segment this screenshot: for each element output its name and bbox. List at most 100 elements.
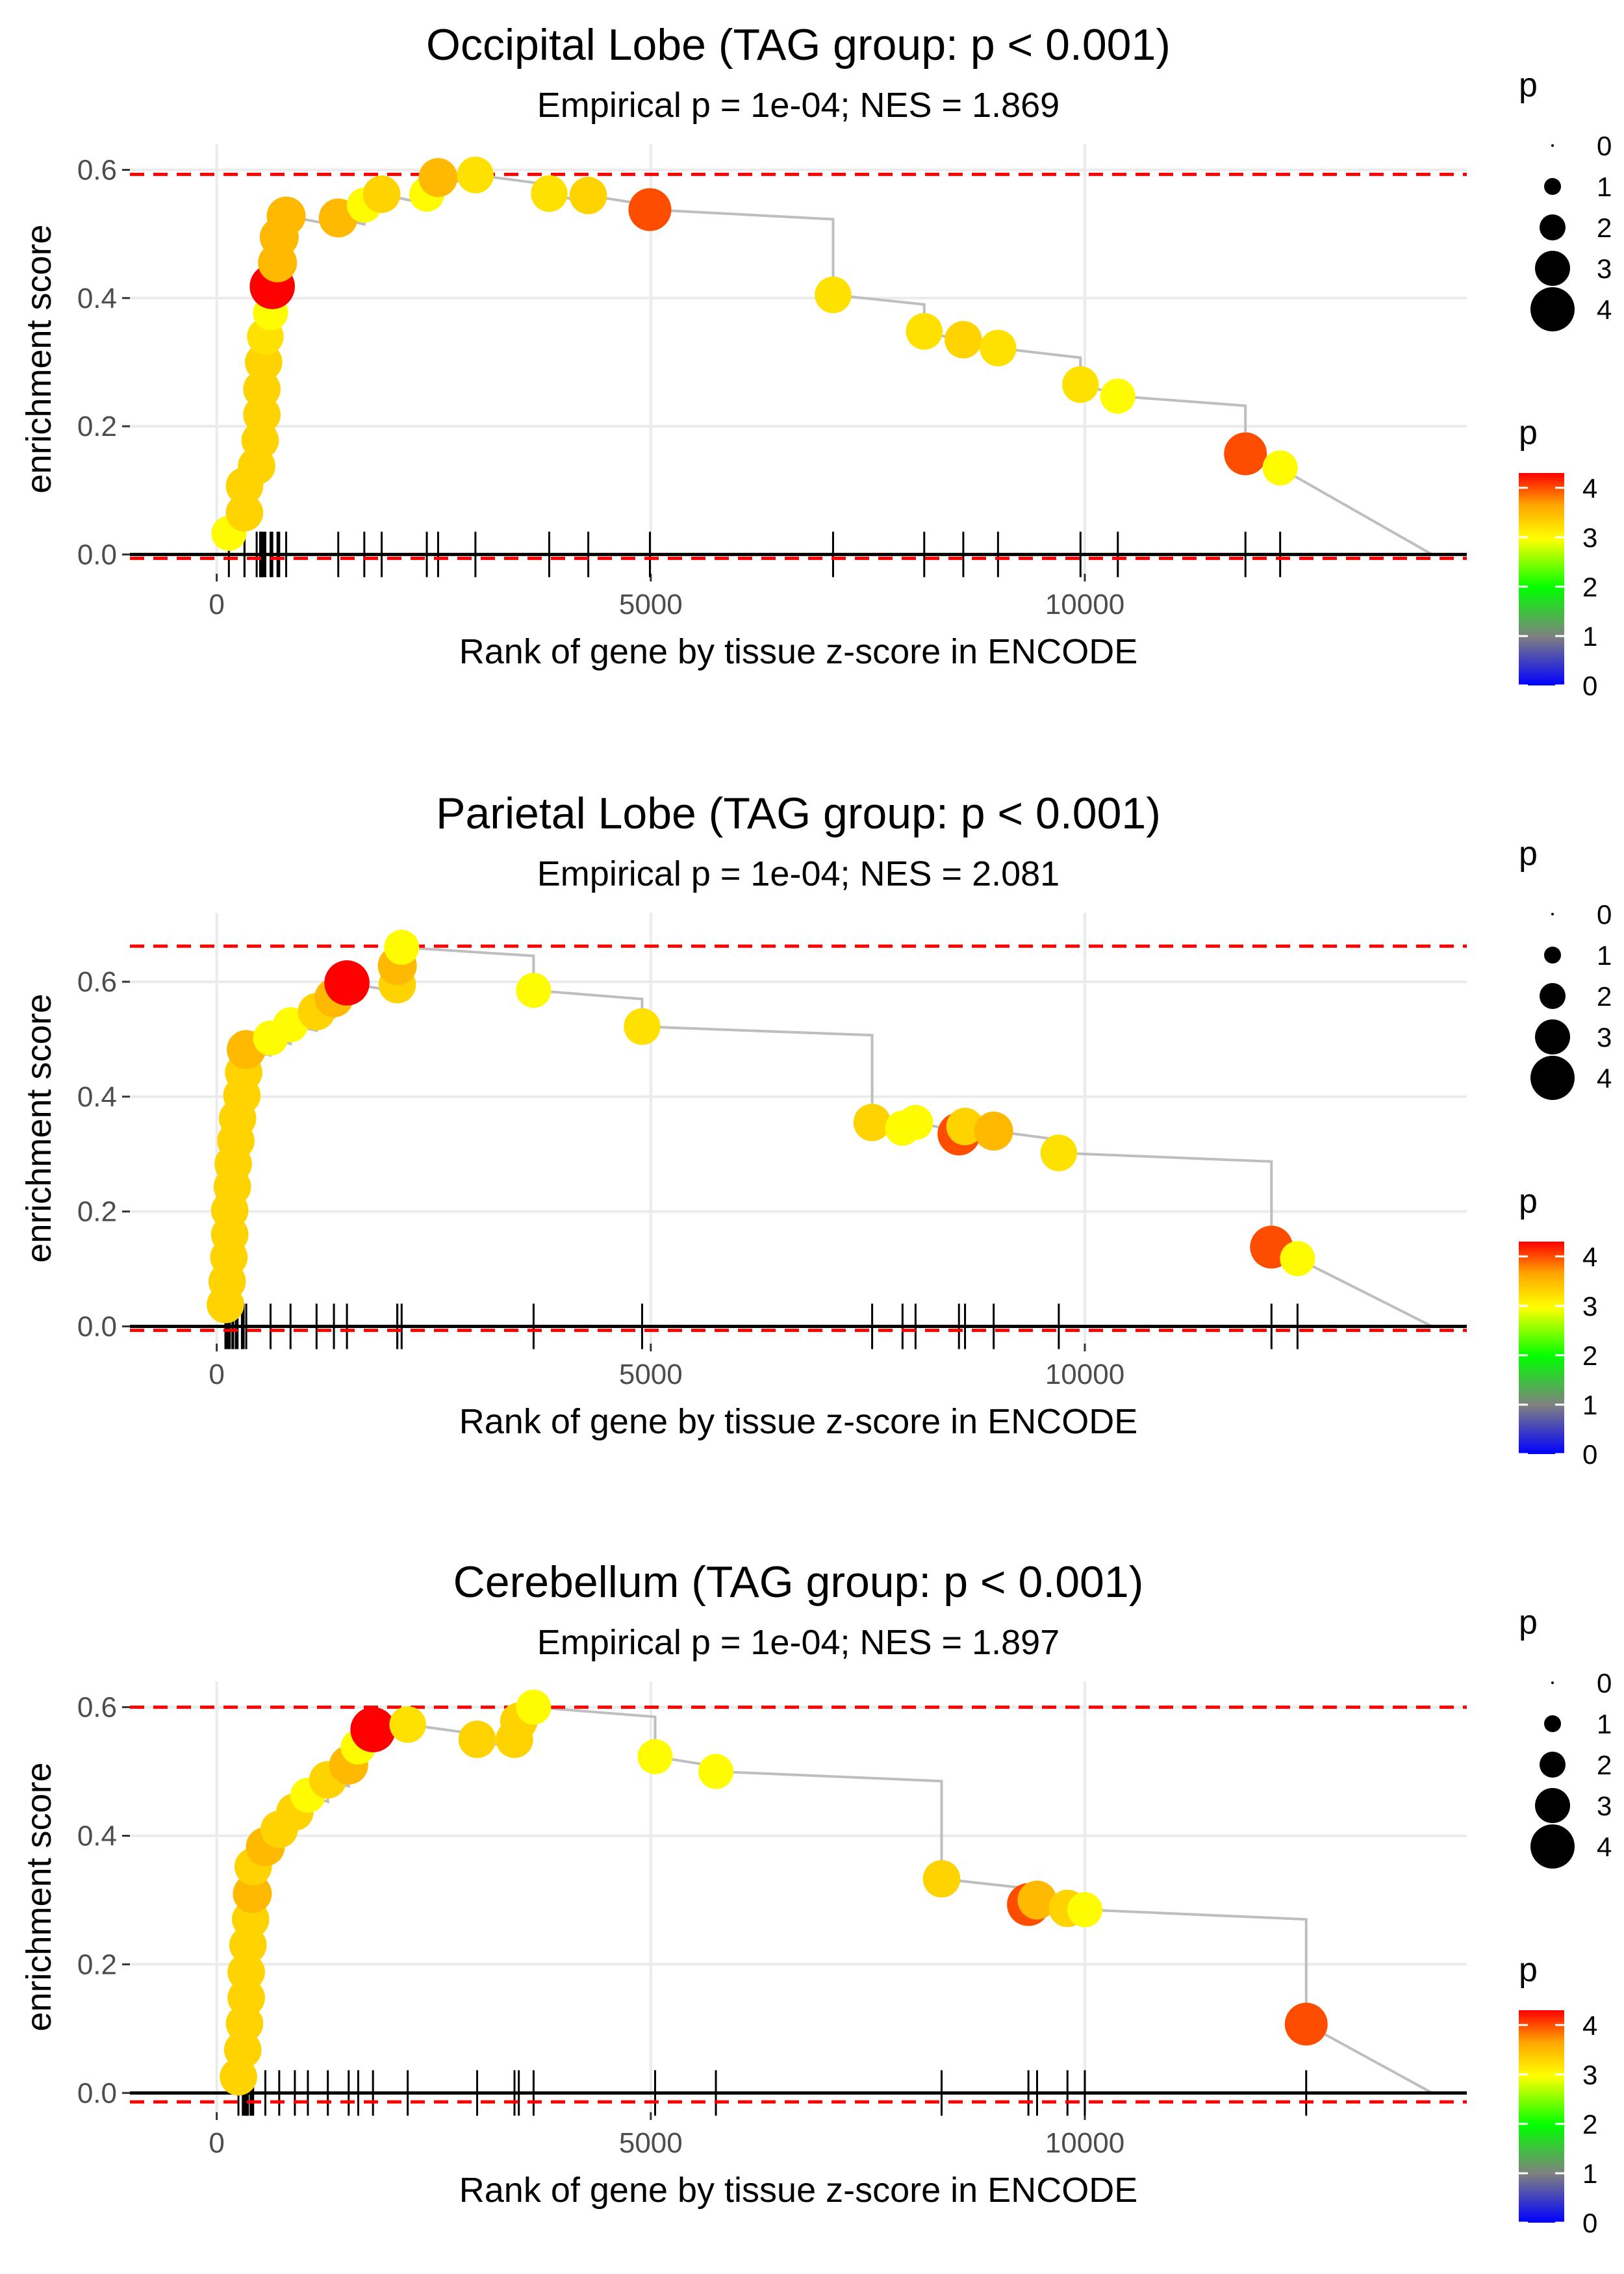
size-legend-dot xyxy=(1540,214,1566,240)
es-line xyxy=(216,1706,1433,2095)
color-legend-label: 4 xyxy=(1582,473,1597,504)
data-point xyxy=(898,1105,933,1140)
color-legend-title: p xyxy=(1519,414,1538,452)
size-legend-dot xyxy=(1544,178,1561,195)
data-point xyxy=(531,175,568,212)
color-legend-title: p xyxy=(1519,1951,1538,1989)
legend-1: p 0 1 2 3 4 p 4 3 2 1 0 xyxy=(1519,66,1612,701)
y-axis-label: enrichment score xyxy=(19,993,58,1262)
x-tick-label: 5000 xyxy=(619,2127,683,2159)
data-point xyxy=(980,329,1017,366)
data-point xyxy=(1100,378,1136,414)
x-tick-label: 0 xyxy=(209,2127,224,2159)
size-legend-dot xyxy=(1551,913,1554,915)
panel-subtitle: Empirical p = 1e-04; NES = 2.081 xyxy=(537,854,1059,893)
data-point xyxy=(418,158,458,198)
panel-title: Cerebellum (TAG group: p < 0.001) xyxy=(453,1557,1144,1607)
data-point xyxy=(906,313,943,350)
color-legend-label: 0 xyxy=(1582,2208,1597,2238)
x-axis-label: Rank of gene by tissue z-score in ENCODE xyxy=(459,632,1137,671)
data-point xyxy=(233,1874,272,1913)
data-point xyxy=(362,175,401,213)
size-legend-title: p xyxy=(1519,66,1538,104)
data-point xyxy=(1040,1134,1078,1171)
x-axis-label: Rank of gene by tissue z-score in ENCODE xyxy=(459,2171,1137,2210)
panel-title: Occipital Lobe (TAG group: p < 0.001) xyxy=(426,20,1171,70)
data-point xyxy=(1262,450,1298,486)
color-legend-label: 4 xyxy=(1582,2010,1597,2041)
data-point xyxy=(1062,366,1099,403)
colorbar xyxy=(1519,1242,1564,1454)
es-line xyxy=(216,945,1433,1328)
data-point xyxy=(516,973,552,1008)
size-legend-dot xyxy=(1544,947,1561,964)
data-point xyxy=(458,1720,496,1758)
color-legend-title: p xyxy=(1519,1182,1538,1220)
panel-1: Occipital Lobe (TAG group: p < 0.001) Emp… xyxy=(19,20,1467,671)
x-tick-label: 0 xyxy=(209,589,224,620)
y-tick-label: 0.4 xyxy=(77,283,117,314)
data-point xyxy=(1017,1880,1057,1920)
x-tick-label: 0 xyxy=(209,1359,224,1390)
data-point xyxy=(1067,1892,1102,1928)
y-tick-label: 0.2 xyxy=(77,1948,117,1980)
size-legend-dot xyxy=(1530,1824,1575,1869)
data-point xyxy=(243,370,281,408)
size-legend-dot xyxy=(1535,1019,1570,1054)
x-tick-label: 10000 xyxy=(1045,589,1124,620)
legend-3: p 0 1 2 3 4 p 4 3 2 1 0 xyxy=(1519,1603,1612,2238)
y-tick-label: 0.2 xyxy=(77,411,117,442)
y-tick-label: 0.6 xyxy=(77,154,117,186)
size-legend-dot xyxy=(1535,251,1570,286)
y-tick-label: 0.0 xyxy=(77,539,117,570)
color-legend-label: 2 xyxy=(1582,2109,1597,2140)
color-legend-label: 3 xyxy=(1582,1291,1597,1322)
x-tick-label: 5000 xyxy=(619,1359,683,1390)
data-point xyxy=(384,930,420,965)
color-legend-label: 4 xyxy=(1582,1242,1597,1272)
data-point xyxy=(350,1707,396,1753)
size-legend-label: 4 xyxy=(1597,1832,1612,1862)
colorbar xyxy=(1519,2010,1564,2223)
data-point xyxy=(946,1108,984,1145)
data-point xyxy=(516,1689,552,1725)
color-legend-label: 2 xyxy=(1582,572,1597,602)
x-tick-label: 10000 xyxy=(1045,2127,1124,2159)
y-axis-label: enrichment score xyxy=(19,1762,58,2031)
y-tick-label: 0.6 xyxy=(77,1692,117,1724)
panel-subtitle: Empirical p = 1e-04; NES = 1.869 xyxy=(537,86,1059,125)
size-legend-label: 4 xyxy=(1597,1063,1612,1093)
size-legend-dot xyxy=(1535,1788,1570,1823)
size-legend-label: 0 xyxy=(1597,899,1612,930)
x-axis-label: Rank of gene by tissue z-score in ENCODE xyxy=(459,1402,1137,1441)
panel-2: Parietal Lobe (TAG group: p < 0.001) Empi… xyxy=(19,789,1467,1441)
data-point xyxy=(389,1706,426,1743)
y-tick-label: 0.6 xyxy=(77,966,117,998)
size-legend-label: 4 xyxy=(1597,294,1612,325)
size-legend-title: p xyxy=(1519,835,1538,873)
size-legend-label: 1 xyxy=(1597,940,1612,971)
data-point xyxy=(1280,1241,1315,1277)
panel-3: Cerebellum (TAG group: p < 0.001) Empiric… xyxy=(19,1557,1467,2210)
data-point xyxy=(945,321,982,359)
data-point xyxy=(628,188,672,231)
size-legend-dot xyxy=(1540,1752,1566,1778)
es-line xyxy=(216,173,1433,556)
color-legend-label: 2 xyxy=(1582,1340,1597,1371)
color-legend-label: 3 xyxy=(1582,2060,1597,2090)
data-point xyxy=(227,1953,265,1991)
size-legend-label: 0 xyxy=(1597,1668,1612,1698)
data-point xyxy=(1224,432,1267,476)
color-legend-label: 1 xyxy=(1582,621,1597,652)
size-legend-label: 3 xyxy=(1597,1022,1612,1053)
size-legend-dot xyxy=(1544,1715,1561,1732)
color-legend-label: 1 xyxy=(1582,2158,1597,2189)
y-tick-label: 0.0 xyxy=(77,2077,117,2109)
size-legend-dot xyxy=(1540,983,1566,1009)
panel-subtitle: Empirical p = 1e-04; NES = 1.897 xyxy=(537,1623,1059,1662)
size-legend-dot xyxy=(1551,144,1554,147)
data-point xyxy=(227,1979,265,2017)
size-legend-label: 1 xyxy=(1597,1709,1612,1739)
data-point xyxy=(922,1859,961,1898)
